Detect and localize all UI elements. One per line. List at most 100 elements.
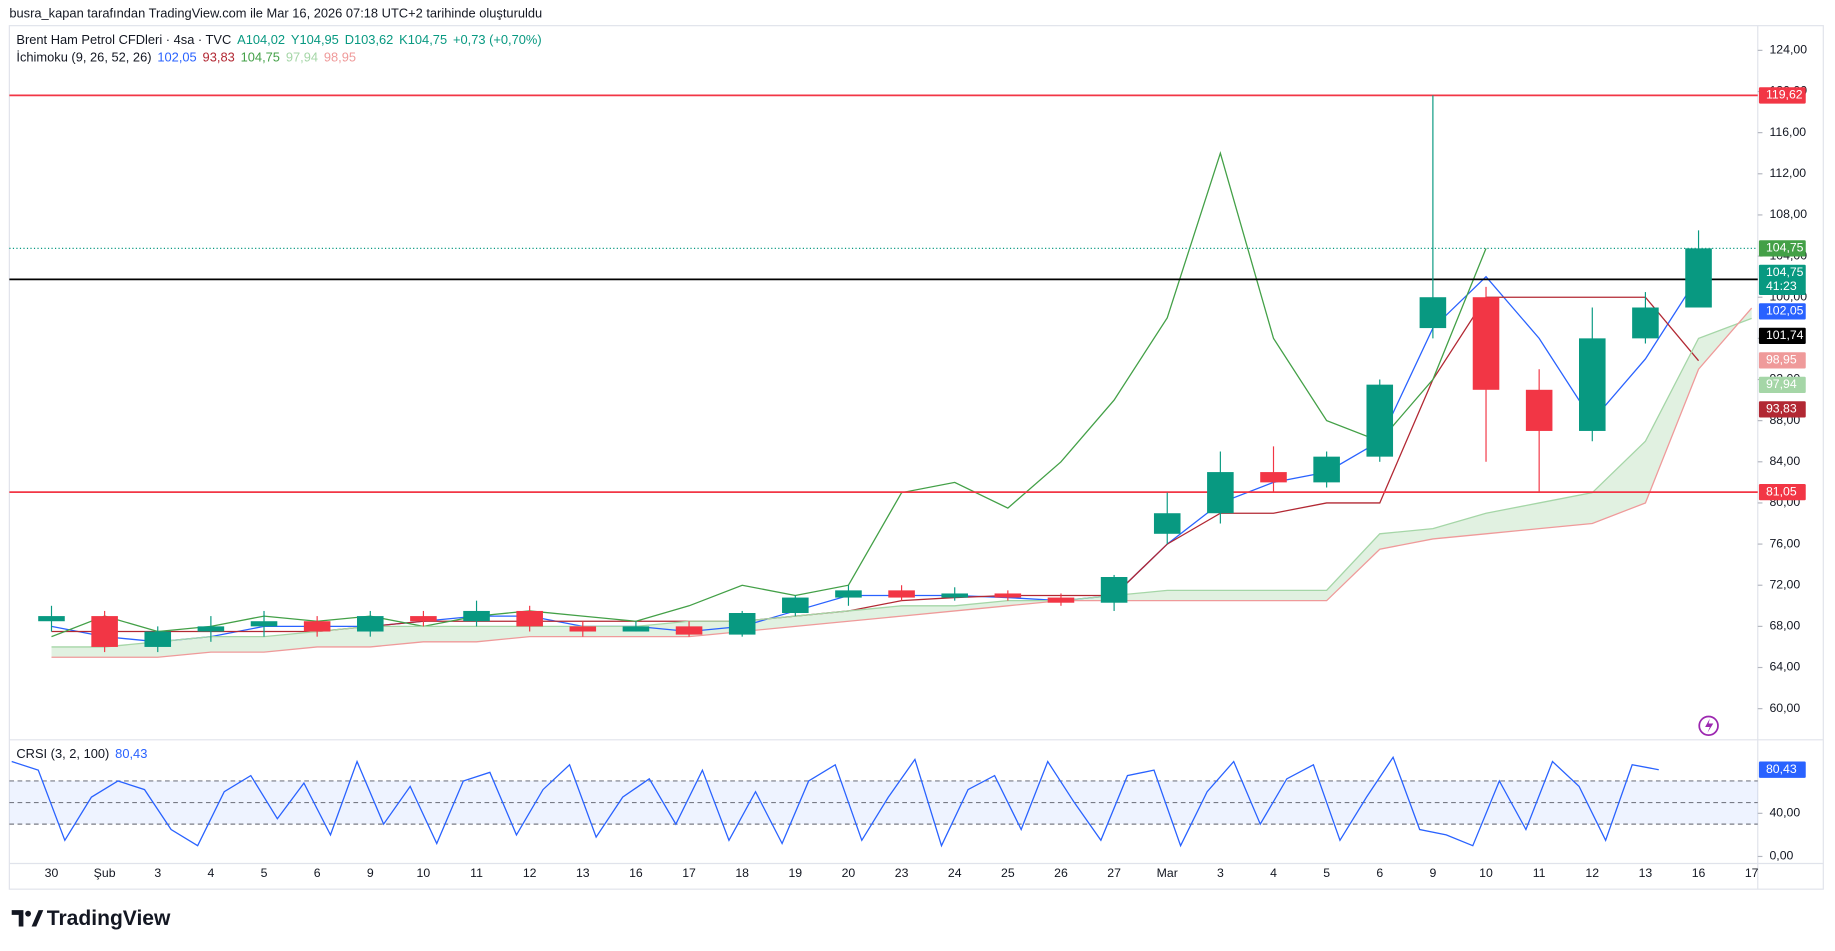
price-label: 101,74 bbox=[1766, 328, 1804, 342]
x-tick-label: Şub bbox=[94, 866, 116, 880]
candle-body bbox=[516, 610, 543, 627]
legend-item: Y104,95 bbox=[291, 32, 339, 47]
candle-body bbox=[1313, 456, 1340, 483]
price-label: 104,75 bbox=[1766, 265, 1804, 279]
price-label: 80,43 bbox=[1766, 762, 1797, 776]
candle-body bbox=[1100, 577, 1128, 603]
candle-body bbox=[1366, 384, 1394, 457]
candle-body bbox=[1685, 248, 1712, 308]
indicator-line bbox=[51, 317, 1752, 648]
candle-body bbox=[728, 613, 756, 635]
y-tick-label: 40,00 bbox=[1769, 806, 1800, 820]
price-label-box bbox=[1758, 87, 1806, 104]
x-tick-label: 3 bbox=[1217, 866, 1224, 880]
x-tick-label: 16 bbox=[629, 866, 643, 880]
candle-body bbox=[835, 590, 862, 598]
x-tick-label: 17 bbox=[1745, 866, 1759, 880]
candle-body bbox=[250, 621, 278, 627]
price-label-box bbox=[1758, 327, 1806, 345]
legend-item: Brent Ham Petrol CFDleri · 4sa · TVC bbox=[16, 32, 231, 47]
legend-item: +0,73 (+0,70%) bbox=[453, 32, 542, 47]
candle-body bbox=[356, 616, 384, 632]
x-tick-label: 17 bbox=[682, 866, 696, 880]
legend-item: İchimoku (9, 26, 52, 26) bbox=[16, 50, 151, 65]
price-label-box bbox=[1758, 264, 1806, 296]
price-label: 97,94 bbox=[1766, 377, 1797, 391]
candle-body bbox=[1525, 389, 1553, 431]
price-label: 98,95 bbox=[1766, 353, 1797, 367]
price-label-box bbox=[1758, 376, 1806, 394]
legend-item: 80,43 bbox=[115, 746, 147, 761]
price-label-box bbox=[1758, 352, 1806, 369]
candle-body bbox=[782, 597, 809, 614]
x-tick-label: 16 bbox=[1692, 866, 1706, 880]
price-label: 119,62 bbox=[1766, 88, 1803, 102]
candle-body bbox=[1579, 338, 1606, 431]
price-countdown: 41:23 bbox=[1766, 279, 1797, 293]
price-label: 81,05 bbox=[1766, 484, 1797, 498]
price-label-box bbox=[1758, 483, 1806, 501]
x-tick-label: 20 bbox=[842, 866, 856, 880]
price-label-box bbox=[1758, 303, 1806, 320]
x-tick-label: 4 bbox=[1270, 866, 1277, 880]
x-tick-label: 19 bbox=[788, 866, 802, 880]
frame bbox=[8, 25, 1824, 890]
candle-body bbox=[1207, 472, 1234, 514]
indicator-line bbox=[51, 151, 1487, 638]
legend-item: 93,83 bbox=[203, 50, 235, 65]
candle-body bbox=[1472, 297, 1500, 390]
price-label: 102,05 bbox=[1766, 304, 1804, 318]
x-tick-label: 11 bbox=[1533, 866, 1546, 880]
y-tick-label: 64,00 bbox=[1769, 660, 1800, 674]
x-tick-label: 30 bbox=[45, 866, 59, 880]
x-tick-label: 23 bbox=[895, 866, 909, 880]
x-tick-label: 4 bbox=[207, 866, 214, 880]
x-tick-label: 27 bbox=[1107, 866, 1121, 880]
candle-body bbox=[569, 626, 597, 632]
candle-body bbox=[197, 626, 225, 632]
logo-text: TradingView bbox=[47, 907, 171, 930]
y-tick-label: 112,00 bbox=[1769, 166, 1806, 180]
x-tick-label: 9 bbox=[367, 866, 374, 880]
legend: CRSI (3, 2, 100) 80,43 bbox=[16, 746, 147, 761]
logo-mark bbox=[11, 910, 44, 927]
x-tick-label: 25 bbox=[1001, 866, 1015, 880]
legend-item: D103,62 bbox=[345, 32, 394, 47]
legend-item: A104,02 bbox=[237, 32, 285, 47]
candle-body bbox=[303, 621, 331, 632]
candle-body bbox=[675, 626, 703, 635]
candle-body bbox=[463, 610, 490, 622]
replay-icon[interactable] bbox=[1698, 715, 1719, 737]
candle-body bbox=[38, 616, 65, 622]
candle-body bbox=[622, 626, 650, 632]
candle-body bbox=[410, 616, 437, 622]
legend-item: K104,75 bbox=[399, 32, 447, 47]
x-tick-label: 12 bbox=[1585, 866, 1599, 880]
x-tick-label: Mar bbox=[1157, 866, 1178, 880]
legend: Brent Ham Petrol CFDleri · 4sa · TVC A104… bbox=[16, 32, 541, 47]
candle-body bbox=[888, 590, 915, 598]
y-tick-label: 68,00 bbox=[1769, 619, 1800, 633]
y-tick-label: 84,00 bbox=[1769, 454, 1800, 468]
price-label-box bbox=[1758, 761, 1806, 778]
crsi-line bbox=[11, 755, 1659, 848]
y-tick-label: 0,00 bbox=[1769, 849, 1793, 863]
x-tick-label: 12 bbox=[523, 866, 537, 880]
indicator-line bbox=[51, 307, 1753, 658]
x-tick-label: 5 bbox=[1323, 866, 1330, 880]
x-tick-label: 10 bbox=[417, 866, 431, 880]
x-tick-label: 11 bbox=[470, 866, 483, 880]
x-tick-label: 10 bbox=[1479, 866, 1493, 880]
y-tick-label: 124,00 bbox=[1769, 43, 1807, 57]
y-tick-label: 116,00 bbox=[1769, 125, 1806, 139]
legend-item: 98,95 bbox=[324, 50, 356, 65]
legend: İchimoku (9, 26, 52, 26) 102,05 93,83 104,7… bbox=[16, 50, 356, 65]
y-tick-label: 72,00 bbox=[1769, 577, 1800, 591]
x-tick-label: 6 bbox=[1376, 866, 1383, 880]
x-tick-label: 13 bbox=[1639, 866, 1653, 880]
y-tick-label: 108,00 bbox=[1769, 207, 1807, 221]
candle-body bbox=[1047, 597, 1075, 603]
